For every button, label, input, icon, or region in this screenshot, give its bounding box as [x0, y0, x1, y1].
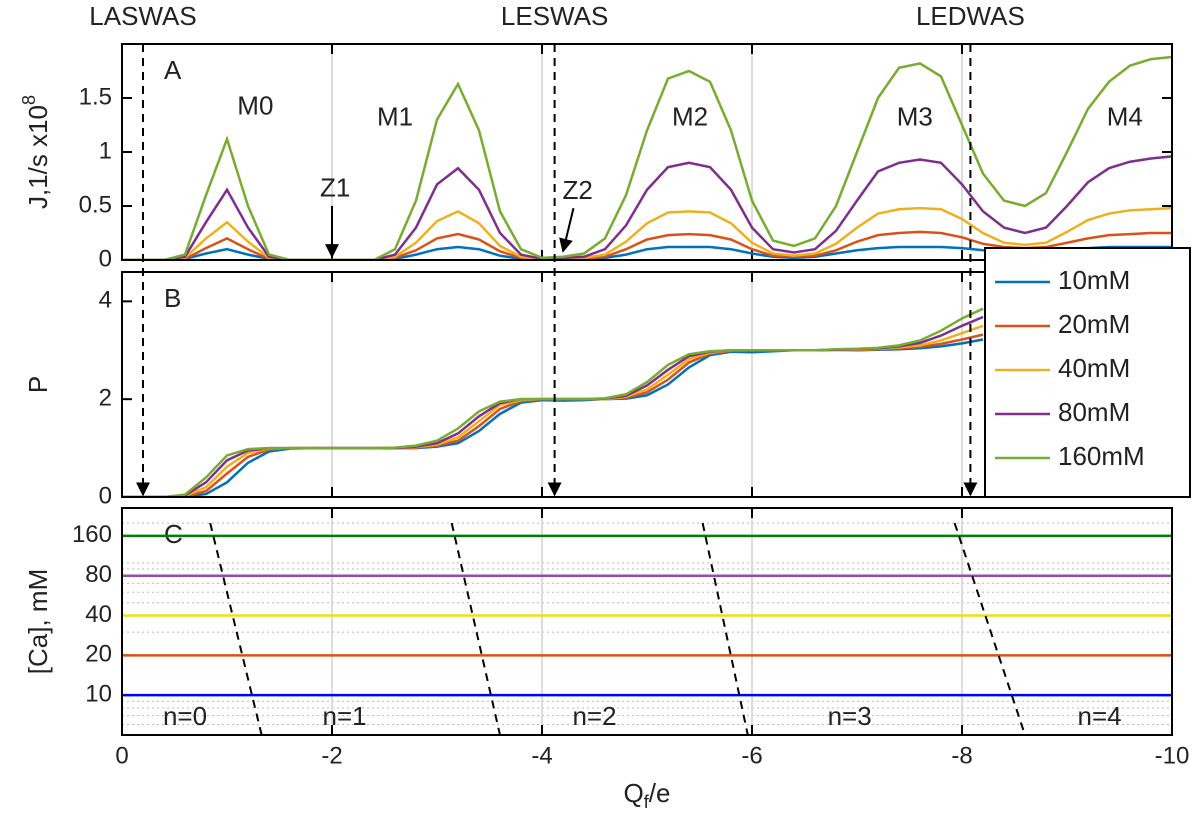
y-tick-label: 0: [99, 245, 112, 272]
series-line: [122, 230, 1172, 260]
y-tick-label: 1: [99, 137, 112, 164]
y-axis-label-text: J,1/s x10: [23, 105, 53, 209]
annotation: Z1: [320, 173, 350, 203]
series-line: [122, 307, 984, 497]
plot-area: [122, 55, 1172, 260]
panel-label: B: [164, 283, 181, 313]
y-tick-label: 0: [99, 482, 112, 509]
marker-label: LESWAS: [501, 1, 608, 31]
y-tick-label: 160: [72, 521, 112, 548]
x-tick-label: -10: [1155, 742, 1190, 769]
series-line: [122, 333, 984, 497]
legend-label: 160mM: [1058, 441, 1145, 471]
y-tick-label: 4: [99, 287, 112, 314]
y-tick-label: 1.5: [79, 83, 112, 110]
region-boundary: [450, 522, 501, 735]
y-tick-label: 10: [85, 681, 112, 708]
series-line: [122, 206, 1172, 260]
annotation: M0: [237, 91, 273, 121]
series-line: [122, 338, 984, 497]
y-axis-label: [Ca], mM: [23, 569, 53, 674]
annotation-arrow: [559, 207, 575, 253]
y-tick-label: 40: [85, 601, 112, 628]
x-axis-label-tail: /e: [649, 778, 671, 808]
x-tick-label: -6: [741, 742, 762, 769]
y-axis-label-sup: 8: [19, 95, 39, 105]
region-label: n=3: [828, 701, 872, 731]
y-axis-label-text: P: [23, 376, 53, 393]
y-tick-label: 20: [85, 641, 112, 668]
x-axis-label: Qf/e: [624, 778, 671, 812]
region-boundary: [209, 522, 263, 735]
annotation: M4: [1107, 101, 1143, 131]
x-axis-label-text: Q: [624, 778, 644, 808]
x-tick-label: -8: [951, 742, 972, 769]
panel: 0 0.5 1 1.5 J,1/s x108 A M0 M1 M2 M3 M4 Z1 Z2: [19, 43, 1173, 272]
y-tick-label: 80: [85, 561, 112, 588]
x-tick-label: -4: [531, 742, 552, 769]
panel: 0 -2 -4 -6 -8 -10 10 20 40 80 160 [Ca], mM Cn=0 n=1 n=…: [23, 507, 1190, 812]
y-tick-label: 0.5: [79, 191, 112, 218]
axes-box: [121, 43, 1173, 261]
x-tick-label: -2: [321, 742, 342, 769]
y-axis-label: J,1/s x108: [19, 95, 53, 209]
legend-label: 20mM: [1058, 309, 1130, 339]
region-boundary: [953, 522, 1026, 735]
y-axis-label: P: [23, 376, 53, 393]
region-label: n=1: [323, 701, 367, 731]
region-boundary: [701, 522, 749, 735]
plot-area: [122, 307, 984, 497]
marker-label: LEDWAS: [916, 1, 1025, 31]
legend-label: 10mM: [1058, 265, 1130, 295]
axes-box: [121, 507, 1173, 736]
legend: 10mM 20mM 40mM 80mM 160mM: [984, 247, 1191, 498]
annotation: Z2: [563, 175, 593, 205]
region-label: n=4: [1077, 701, 1121, 731]
y-tick-label: 2: [99, 385, 112, 412]
legend-label: 40mM: [1058, 353, 1130, 383]
legend-box: [984, 247, 1191, 498]
x-axis-label-sub: f: [644, 792, 650, 812]
region-label: n=0: [163, 701, 207, 731]
x-tick-label: 0: [115, 742, 128, 769]
panel-label: C: [164, 519, 183, 549]
series-line: [122, 155, 1172, 260]
series-line: [122, 55, 1172, 260]
plot-area: [122, 522, 1172, 735]
annotation: M2: [672, 101, 708, 131]
legend-label: 80mM: [1058, 397, 1130, 427]
series-line: [122, 315, 984, 497]
annotation: M1: [377, 101, 413, 131]
marker-label: LASWAS: [89, 1, 196, 31]
panel-label: A: [164, 55, 182, 85]
annotation: M3: [897, 101, 933, 131]
y-axis-label-text: [Ca], mM: [23, 569, 53, 674]
region-label: n=2: [572, 701, 616, 731]
